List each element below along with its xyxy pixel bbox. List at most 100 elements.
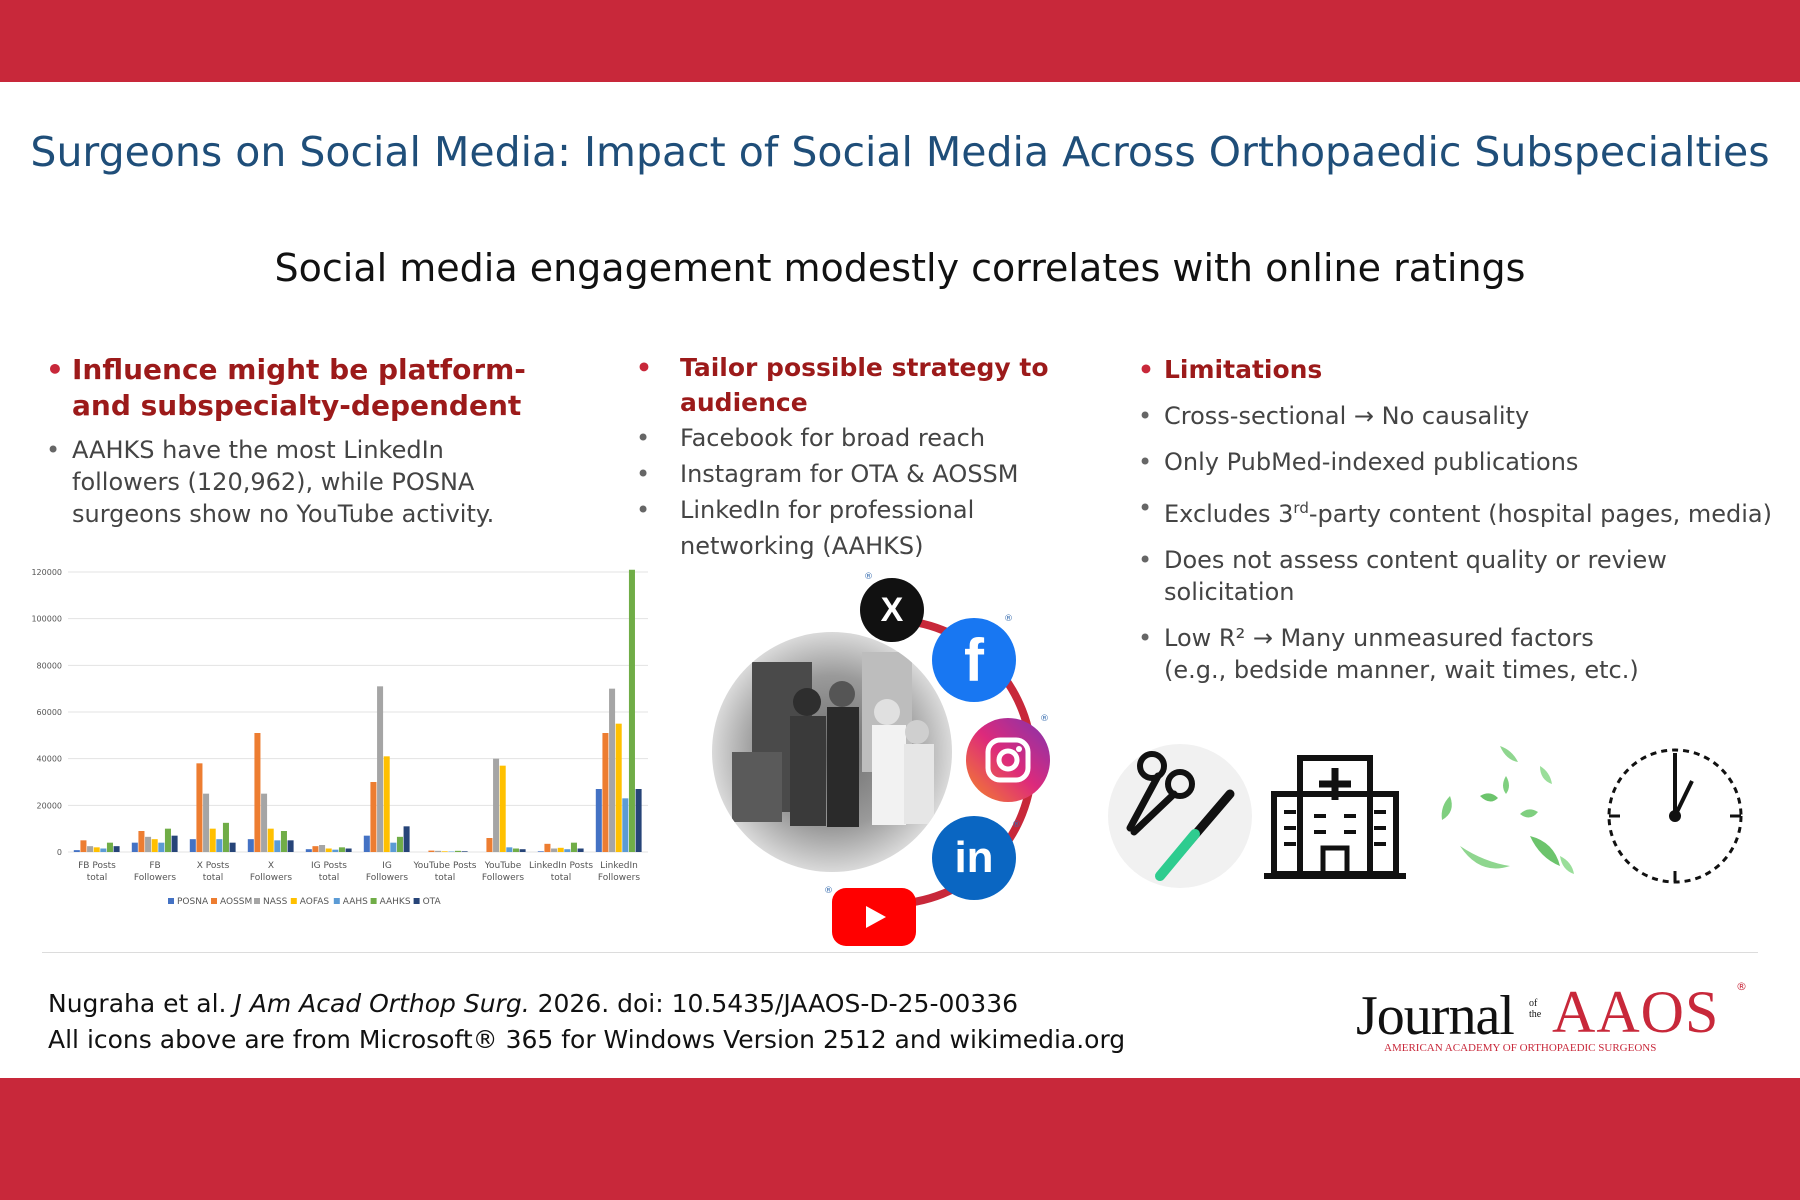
logo-tagline: AMERICAN ACADEMY OF ORTHOPAEDIC SURGEONS [1384,1042,1657,1054]
citation-line1: Nugraha et al. J Am Acad Orthop Surg. 20… [48,986,1125,1022]
journal-aaos-logo: Journal of the AAOS ® AMERICAN ACADEMY O… [1356,976,1756,1056]
bar-nass [377,686,384,852]
instagram-registered-mark: ® [1040,714,1049,724]
y-tick-label: 100000 [31,615,62,624]
clock-icon [1607,748,1743,884]
limitation-third-party: Excludes 3rd-party content (hospital pag… [1138,492,1778,530]
linkedin-registered-mark: ® [1012,820,1021,830]
bar-aahks [164,828,171,852]
logo-of: of [1529,998,1538,1009]
bar-aahks [454,850,461,852]
limitation-third-party-pre: Excludes 3 [1164,500,1294,528]
bar-ota [345,848,352,852]
bar-ota [171,835,178,852]
bar-aofas [209,828,216,852]
citation-journal: J Am Acad Orthop Surg. [234,989,530,1018]
bar-posna [305,849,312,852]
bar-aossm [80,840,87,852]
findings-bullet-line3: surgeons show no YouTube activity. [72,500,495,528]
bar-aahks [512,848,519,852]
bar-ota [287,840,294,852]
bar-posna [595,789,602,852]
strategy-item-instagram: Instagram for OTA & AOSSM [636,456,1076,492]
bar-nass [435,850,442,852]
legend-swatch [290,898,297,904]
x-tick-label: FB Posts [78,861,116,871]
logo-aaos: AAOS [1552,979,1720,1045]
bar-posna [73,850,80,852]
bar-posna [363,835,370,852]
money-icon [1441,746,1574,874]
page-title: Surgeons on Social Media: Impact of Soci… [30,128,1770,176]
bar-aofas [615,723,622,852]
x-tick-label: total [87,873,108,883]
strategy-heading-line2: audience [680,388,808,417]
findings-bullet-line2: followers (120,962), while POSNA [72,468,475,496]
bar-aossm [196,763,203,852]
bar-aossm [544,843,551,852]
x-tick-label: YouTube Posts [413,861,477,871]
youtube-logo-icon [832,888,916,946]
strategy-column: Tailor possible strategy to audience Fac… [636,350,1076,564]
x-tick-label: X [268,861,274,871]
limitation-low-r2: Low R² → Many unmeasured factors (e.g., … [1138,622,1778,686]
legend-swatch [413,898,420,904]
findings-bullet-line1: AAHKS have the most LinkedIn [72,436,444,464]
limitation-low-r2-line1: Low R² → Many unmeasured factors [1164,624,1594,652]
surgeons-photo [712,632,952,872]
instagram-logo-icon [966,718,1050,802]
x-tick-label: IG Posts [311,861,347,871]
bar-aahks [570,842,577,852]
photo-figures [732,652,934,827]
bar-aahs [506,847,513,852]
bar-ota [519,849,526,852]
bar-aahks [106,842,113,852]
bar-aahs [390,842,397,852]
findings-column: Influence might be platform- and subspec… [46,352,566,530]
bar-aossm [428,850,435,852]
limitation-content-quality-line1: Does not assess content quality or revie… [1164,546,1667,574]
bar-ota [403,826,410,852]
bar-nass [261,793,268,852]
limitation-content-quality-line2: solicitation [1164,578,1295,606]
bar-aahs [100,848,107,852]
limitation-third-party-sup: rd [1293,499,1309,517]
limitation-low-r2-line2: (e.g., bedside manner, wait times, etc.) [1164,656,1639,684]
y-tick-label: 40000 [37,755,62,764]
citation: Nugraha et al. J Am Acad Orthop Surg. 20… [48,986,1125,1058]
x-tick-label: LinkedIn Posts [529,861,593,871]
bar-aofas [441,851,448,852]
bar-ota [229,842,236,852]
bar-aahks [628,569,635,852]
x-tick-label: YouTube [484,861,522,871]
limitations-column: Limitations Cross-sectional → No causali… [1138,354,1778,700]
bar-posna [537,851,544,852]
top-banner [0,0,1800,82]
y-tick-label: 120000 [31,568,62,577]
bar-aossm [138,831,145,852]
social-media-bar-chart: 0 20000 40000 60000 80000 100000 120000 FB Post… [31,568,648,907]
page-subtitle: Social media engagement modestly correla… [274,246,1526,290]
strategy-heading-line1: Tailor possible strategy to [680,353,1049,382]
bar-aahs [332,849,339,852]
findings-bullet: AAHKS have the most LinkedIn followers (… [46,434,566,530]
citation-authors: Nugraha et al. [48,989,227,1018]
facebook-logo-icon: f [932,618,1016,702]
legend-swatch [333,898,340,904]
x-tick-label: Followers [250,873,292,883]
citation-doi: 2026. doi: 10.5435/JAAOS-D-25-00336 [537,989,1019,1018]
y-tick-label: 20000 [37,801,62,810]
bar-aofas [151,839,158,852]
legend-swatch [370,898,377,904]
bar-aossm [486,838,493,852]
x-registered-mark: ® [864,572,873,582]
x-logo-icon: X [860,578,924,642]
icons-credit: All icons above are from Microsoft® 365 … [48,1025,1126,1054]
legend-label: AOFAS [300,897,330,907]
bar-aofas [383,756,390,852]
strategy-heading: Tailor possible strategy to audience [636,350,1076,420]
findings-heading-line1: Influence might be platform- [72,353,526,386]
findings-heading: Influence might be platform- and subspec… [46,352,566,424]
x-tick-label: LinkedIn [600,861,638,871]
bar-ota [113,846,120,852]
